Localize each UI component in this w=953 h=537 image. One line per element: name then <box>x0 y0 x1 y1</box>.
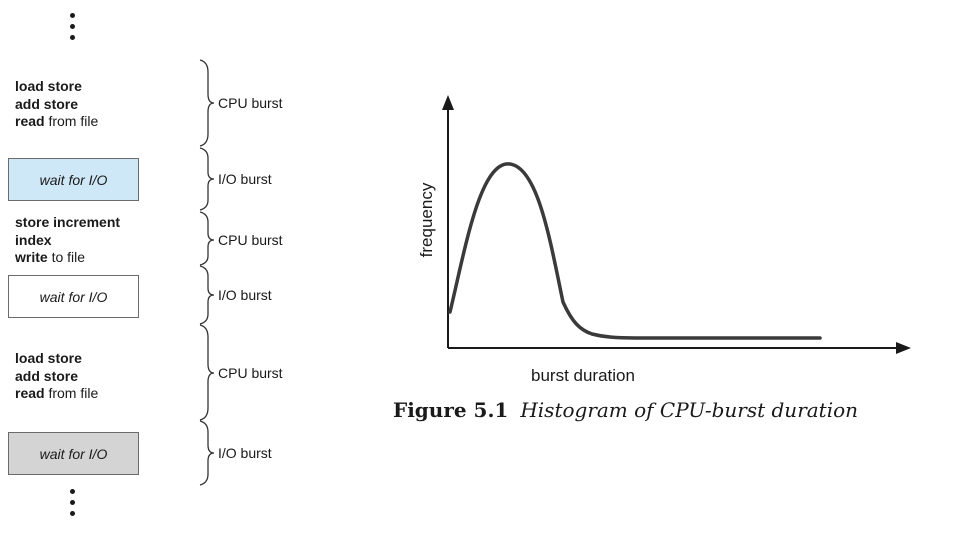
wait-io-box-3: wait for I/O <box>8 432 139 475</box>
io-burst-label-3: I/O burst <box>218 445 272 461</box>
io-burst-label-2: I/O burst <box>218 287 272 303</box>
brace-io-3 <box>199 420 215 486</box>
figure-caption: Figure 5.1 Histogram of CPU-burst duratio… <box>393 398 858 422</box>
cpu-burst-label-2: CPU burst <box>218 232 283 248</box>
cpu-burst-label-1: CPU burst <box>218 95 283 111</box>
histogram-curve <box>448 162 822 340</box>
histogram-axes <box>442 95 911 354</box>
cpu-burst-label-3: CPU burst <box>218 365 283 381</box>
x-axis-label: burst duration <box>531 366 635 385</box>
cpu-burst-code-3: load store add store read from file <box>15 350 99 401</box>
y-axis-label: frequency <box>417 182 436 258</box>
cpu-burst-code-2: store increment index write to file <box>15 214 121 265</box>
burst-braces <box>199 59 215 486</box>
figure-title: Histogram of CPU-burst duration <box>520 398 859 422</box>
brace-cpu-3 <box>199 324 215 421</box>
y-axis-arrow <box>442 95 454 110</box>
brace-cpu-1 <box>199 59 215 147</box>
brace-io-1 <box>199 147 215 211</box>
wait-io-box-1: wait for I/O <box>8 158 139 201</box>
ellipsis-top <box>70 13 78 46</box>
cpu-burst-code-1: load store add store read from file <box>15 78 99 129</box>
ellipsis-bottom <box>70 489 78 522</box>
brace-io-2 <box>199 265 215 325</box>
brace-cpu-2 <box>199 211 215 266</box>
figure-number: Figure 5.1 <box>393 398 509 422</box>
wait-io-box-2: wait for I/O <box>8 275 139 318</box>
io-burst-label-1: I/O burst <box>218 171 272 187</box>
x-axis-arrow <box>896 342 911 354</box>
